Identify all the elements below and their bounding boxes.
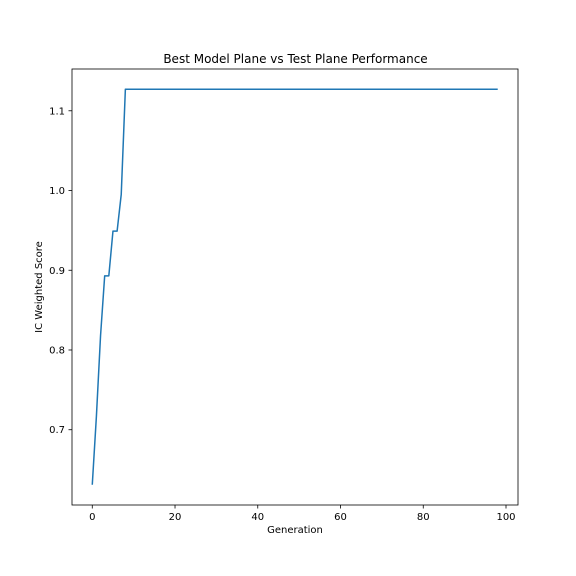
- axis-ticks: 0 20 40 60 80 100 0.7 0.8 0.9 1.0 1.1: [49, 106, 515, 523]
- x-tick-label: 80: [417, 512, 430, 523]
- chart-title: Best Model Plane vs Test Plane Performan…: [163, 52, 427, 66]
- x-tick-label: 100: [496, 512, 515, 523]
- series-line: [91, 88, 498, 485]
- y-tick-label: 0.7: [49, 425, 65, 436]
- y-tick-label: 1.0: [49, 186, 65, 197]
- x-tick-label: 0: [89, 512, 95, 523]
- x-tick-label: 40: [251, 512, 264, 523]
- y-tick-label: 1.1: [49, 106, 65, 117]
- y-tick-label: 0.8: [49, 345, 65, 356]
- x-tick-label: 20: [169, 512, 182, 523]
- plot-series: [91, 88, 498, 485]
- x-tick-label: 60: [334, 512, 347, 523]
- y-axis-label: IC Weighted Score: [34, 241, 45, 333]
- plot-frame: [71, 68, 519, 506]
- x-axis-label: Generation: [267, 525, 323, 536]
- y-tick-label: 0.9: [49, 266, 65, 277]
